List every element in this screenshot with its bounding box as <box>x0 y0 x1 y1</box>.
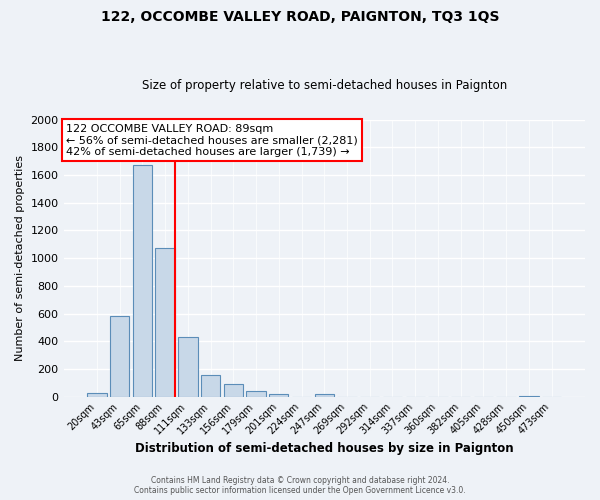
Bar <box>87 392 107 396</box>
X-axis label: Distribution of semi-detached houses by size in Paignton: Distribution of semi-detached houses by … <box>135 442 514 455</box>
Text: 122, OCCOMBE VALLEY ROAD, PAIGNTON, TQ3 1QS: 122, OCCOMBE VALLEY ROAD, PAIGNTON, TQ3 … <box>101 10 499 24</box>
Title: Size of property relative to semi-detached houses in Paignton: Size of property relative to semi-detach… <box>142 79 507 92</box>
Bar <box>110 316 130 396</box>
Bar <box>201 374 220 396</box>
Bar <box>247 391 266 396</box>
Bar <box>178 337 197 396</box>
Bar <box>314 394 334 396</box>
Bar <box>224 384 243 396</box>
Bar <box>269 394 289 396</box>
Bar <box>133 166 152 396</box>
Text: Contains HM Land Registry data © Crown copyright and database right 2024.
Contai: Contains HM Land Registry data © Crown c… <box>134 476 466 495</box>
Text: 122 OCCOMBE VALLEY ROAD: 89sqm
← 56% of semi-detached houses are smaller (2,281): 122 OCCOMBE VALLEY ROAD: 89sqm ← 56% of … <box>66 124 358 157</box>
Y-axis label: Number of semi-detached properties: Number of semi-detached properties <box>15 155 25 361</box>
Bar <box>155 248 175 396</box>
